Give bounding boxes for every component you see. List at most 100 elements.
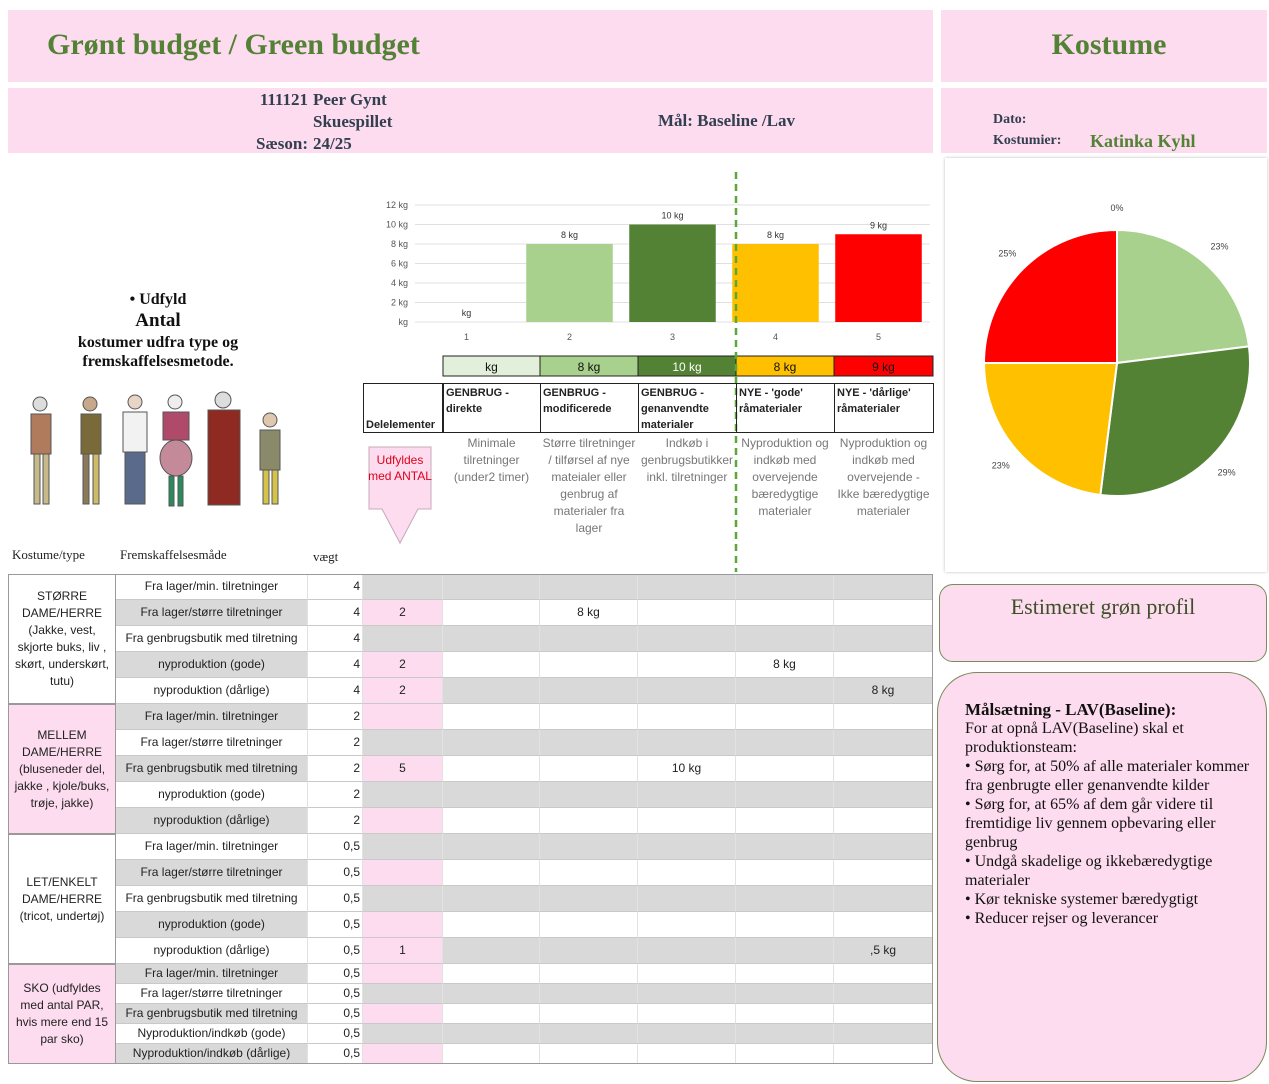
weight-cell: 2 xyxy=(308,704,363,730)
value-cell xyxy=(736,756,834,782)
value-cell xyxy=(834,860,933,886)
y-tick-label: kg xyxy=(398,317,408,327)
count-cell xyxy=(363,574,443,600)
value-cell xyxy=(834,704,933,730)
pie-slice xyxy=(982,362,1119,497)
value-cell xyxy=(638,938,736,964)
y-tick-label: 12 kg xyxy=(386,200,408,210)
bar xyxy=(732,244,819,322)
value-cell xyxy=(540,678,638,704)
method-cell: Fra lager/min. tilretninger xyxy=(116,964,308,984)
count-cell xyxy=(363,626,443,652)
value-cell xyxy=(834,834,933,860)
method-cell: Fra lager/større tilretninger xyxy=(116,600,308,626)
count-cell: 2 xyxy=(363,652,443,678)
count-cell: 2 xyxy=(363,600,443,626)
value-cell: 10 kg xyxy=(638,756,736,782)
count-cell xyxy=(363,912,443,938)
value-cell xyxy=(540,626,638,652)
value-cell xyxy=(540,704,638,730)
method-cell: Fra genbrugsbutik med tilretning xyxy=(116,626,308,652)
goal-title: Målsætning - LAV(Baseline): xyxy=(965,700,1177,719)
value-cell xyxy=(638,860,736,886)
goal-item: • Kør tekniske systemer bæredygtigt xyxy=(965,891,1199,908)
value-cell xyxy=(540,984,638,1004)
column-description: Minimale tilretninger (under2 timer) xyxy=(453,436,530,484)
value-label: 9 kg xyxy=(870,220,887,230)
column-title: NYE - 'dårlige' råmaterialer xyxy=(834,383,934,433)
method-cell: Fra lager/større tilretninger xyxy=(116,860,308,886)
value-cell xyxy=(736,626,834,652)
x-tick-label: 5 xyxy=(876,332,881,342)
weight-cell: 2 xyxy=(308,782,363,808)
weight-cell: 4 xyxy=(308,574,363,600)
value-cell xyxy=(443,938,540,964)
value-cell xyxy=(443,756,540,782)
value-cell xyxy=(443,678,540,704)
value-cell xyxy=(736,964,834,984)
weight-cell: 0,5 xyxy=(308,938,363,964)
value-cell xyxy=(736,808,834,834)
value-cell xyxy=(834,782,933,808)
method-cell: Fra lager/min. tilretninger xyxy=(116,704,308,730)
season: 24/25 xyxy=(313,134,352,153)
value-cell xyxy=(736,782,834,808)
value-cell xyxy=(443,984,540,1004)
profile-title: Estimeret grøn profil xyxy=(1010,594,1196,619)
value-label: kg xyxy=(462,308,472,318)
method-cell: Fra genbrugsbutik med tilretning xyxy=(116,756,308,782)
part-label: Delelementer xyxy=(363,383,443,433)
column-title: GENBRUG - genanvendte materialer xyxy=(638,383,737,433)
weight-cell: 0,5 xyxy=(308,860,363,886)
value-cell: 8 kg xyxy=(834,678,933,704)
value-cell xyxy=(736,886,834,912)
summary-cell xyxy=(833,355,934,377)
value-cell xyxy=(443,574,540,600)
goal-level: Mål: Baseline /Lav xyxy=(658,111,795,130)
value-cell xyxy=(443,912,540,938)
column-title: GENBRUG - modificerede xyxy=(540,383,639,433)
value-cell xyxy=(736,678,834,704)
value-cell xyxy=(638,1024,736,1044)
y-tick-label: 8 kg xyxy=(391,239,408,249)
info-band-right xyxy=(941,88,1267,153)
value-cell xyxy=(638,626,736,652)
weight-cell: 4 xyxy=(308,600,363,626)
value-cell xyxy=(540,912,638,938)
value-label: 8 kg xyxy=(561,230,578,240)
title-band xyxy=(8,10,933,82)
value-cell xyxy=(736,1004,834,1024)
count-cell xyxy=(363,782,443,808)
value-cell xyxy=(834,730,933,756)
column-description: Indkøb i genbrugsbutikker inkl. tilretni… xyxy=(640,436,734,484)
pie-label: 25% xyxy=(998,248,1016,258)
weight-cell: 0,5 xyxy=(308,1004,363,1024)
goal-intro: For at opnå LAV(Baseline) skal et produk… xyxy=(965,720,1184,756)
count-cell xyxy=(363,1004,443,1024)
column-title: GENBRUG - direkte xyxy=(443,383,541,433)
pie-slice xyxy=(1099,345,1251,497)
count-cell xyxy=(363,860,443,886)
goal-item: • Undgå skadelige og ikkebæredygtige mat… xyxy=(965,853,1213,889)
count-cell xyxy=(363,886,443,912)
method-cell: Nyproduktion/indkøb (dårlige) xyxy=(116,1044,308,1064)
profile-box xyxy=(939,584,1267,662)
header-weight: vægt xyxy=(313,549,339,564)
value-cell xyxy=(540,938,638,964)
value-cell xyxy=(540,782,638,808)
goal-item: • Sørg for, at 50% af alle materialer ko… xyxy=(965,758,1250,794)
value-cell xyxy=(540,730,638,756)
count-cell xyxy=(363,834,443,860)
summary-label: 8 kg xyxy=(774,360,797,374)
figure xyxy=(30,391,281,507)
count-cell xyxy=(363,1024,443,1044)
pie-label: 29% xyxy=(1218,468,1236,478)
method-cell: Fra genbrugsbutik med tilretning xyxy=(116,886,308,912)
value-cell xyxy=(443,1004,540,1024)
value-cell xyxy=(443,808,540,834)
weight-cell: 0,5 xyxy=(308,912,363,938)
bar xyxy=(629,224,716,322)
weight-cell: 2 xyxy=(308,756,363,782)
value-cell: 8 kg xyxy=(540,600,638,626)
value-cell xyxy=(638,1004,736,1024)
